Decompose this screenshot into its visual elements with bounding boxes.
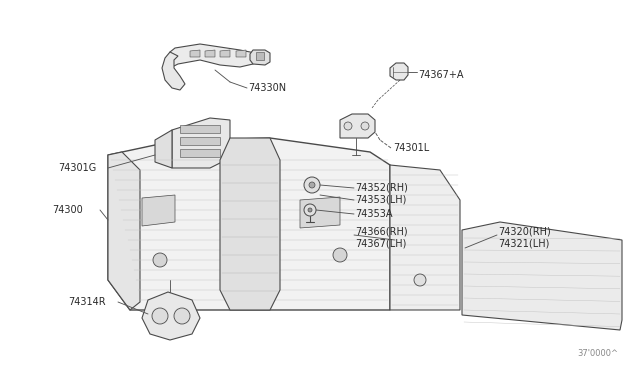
Polygon shape — [340, 114, 375, 138]
Polygon shape — [390, 165, 460, 310]
Polygon shape — [256, 52, 264, 60]
Polygon shape — [108, 138, 390, 310]
Polygon shape — [142, 195, 175, 226]
Text: 74314R: 74314R — [68, 297, 106, 307]
Circle shape — [333, 248, 347, 262]
Circle shape — [309, 182, 315, 188]
Polygon shape — [180, 137, 220, 145]
Polygon shape — [220, 50, 230, 57]
Polygon shape — [108, 152, 140, 310]
Text: 74353A: 74353A — [355, 209, 392, 219]
Polygon shape — [162, 52, 185, 90]
Polygon shape — [462, 222, 622, 330]
Polygon shape — [167, 44, 258, 68]
Text: 74320(RH): 74320(RH) — [498, 227, 551, 237]
Circle shape — [153, 253, 167, 267]
Text: 74321(LH): 74321(LH) — [498, 239, 549, 249]
Circle shape — [414, 274, 426, 286]
Circle shape — [304, 204, 316, 216]
Text: 74330N: 74330N — [248, 83, 286, 93]
Text: 74367+A: 74367+A — [418, 70, 463, 80]
Circle shape — [344, 122, 352, 130]
Polygon shape — [250, 50, 270, 65]
Polygon shape — [172, 118, 230, 168]
Circle shape — [152, 308, 168, 324]
Text: 74301G: 74301G — [58, 163, 96, 173]
Text: 74300: 74300 — [52, 205, 83, 215]
Polygon shape — [205, 50, 215, 57]
Polygon shape — [300, 197, 340, 228]
Text: 74352(RH): 74352(RH) — [355, 183, 408, 193]
Circle shape — [174, 308, 190, 324]
Polygon shape — [142, 292, 200, 340]
Text: 74353(LH): 74353(LH) — [355, 195, 406, 205]
Polygon shape — [390, 63, 408, 80]
Polygon shape — [190, 50, 200, 57]
Polygon shape — [236, 50, 246, 57]
Circle shape — [361, 122, 369, 130]
Polygon shape — [180, 125, 220, 133]
Text: 74366(RH): 74366(RH) — [355, 227, 408, 237]
Text: 74367(LH): 74367(LH) — [355, 239, 406, 249]
Text: 74301L: 74301L — [393, 143, 429, 153]
Circle shape — [308, 208, 312, 212]
Text: 37'0000^: 37'0000^ — [577, 349, 618, 358]
Circle shape — [304, 177, 320, 193]
Polygon shape — [220, 138, 280, 310]
Polygon shape — [155, 130, 172, 168]
Polygon shape — [180, 149, 220, 157]
